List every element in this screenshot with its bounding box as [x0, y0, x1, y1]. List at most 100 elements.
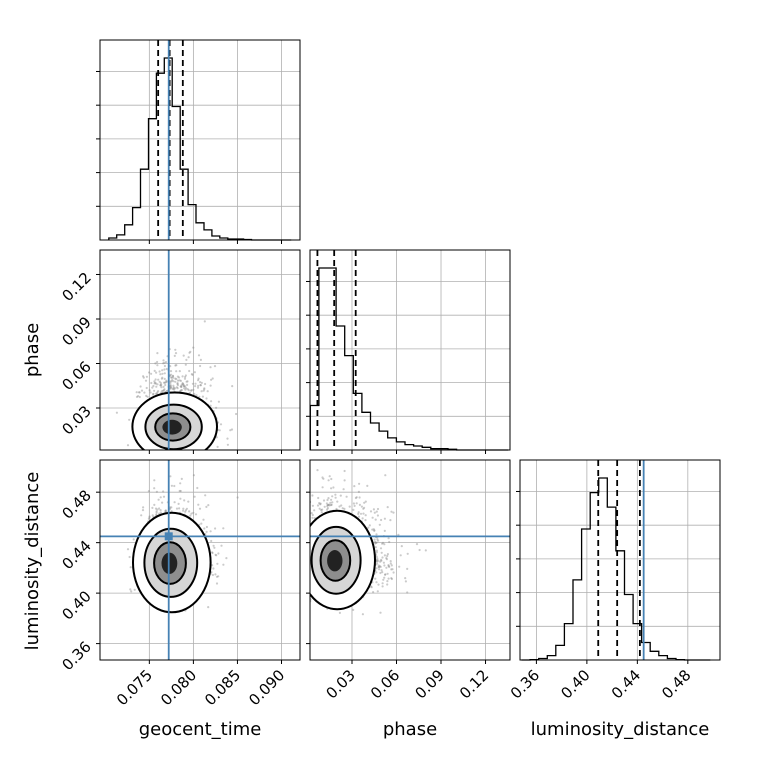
- scatter-point: [379, 571, 382, 575]
- scatter-point: [380, 558, 383, 562]
- scatter-point: [190, 512, 193, 515]
- scatter-point: [338, 505, 341, 508]
- histogram-step: [108, 57, 292, 241]
- scatter-point: [211, 551, 214, 555]
- scatter-point: [222, 563, 225, 566]
- scatter-point: [304, 560, 306, 562]
- scatter-point: [199, 384, 202, 387]
- scatter-point: [352, 502, 355, 505]
- scatter-point: [176, 451, 178, 453]
- scatter-point: [326, 505, 329, 508]
- scatter-point: [152, 393, 155, 396]
- scatter-point: [187, 450, 189, 452]
- scatter-point: [162, 389, 165, 392]
- scatter-point: [360, 505, 363, 508]
- scatter-point: [307, 569, 309, 571]
- scatter-point: [308, 571, 310, 573]
- scatter-point: [145, 394, 148, 397]
- scatter-point: [156, 364, 159, 367]
- scatter-point: [129, 588, 132, 591]
- scatter-point: [146, 395, 149, 398]
- scatter-point: [370, 586, 373, 589]
- scatter-point: [210, 539, 213, 543]
- scatter-point: [152, 392, 155, 395]
- scatter-point: [180, 477, 183, 480]
- scatter-point: [306, 551, 308, 553]
- scatter-point: [162, 385, 165, 388]
- scatter-point: [286, 525, 288, 527]
- scatter-point: [146, 450, 148, 452]
- scatter-point: [203, 527, 206, 530]
- scatter-point: [266, 582, 268, 584]
- scatter-point: [182, 383, 185, 386]
- scatter-point: [204, 382, 207, 386]
- scatter-point: [386, 554, 389, 558]
- y-tick-label-luminosity_distance: 0.36: [58, 638, 94, 674]
- scatter-point: [384, 573, 387, 576]
- scatter-point: [169, 380, 172, 383]
- scatter-point: [176, 382, 179, 386]
- scatter-point: [162, 451, 164, 453]
- x-tick-label-luminosity_distance: 0.48: [658, 666, 694, 702]
- scatter-point: [169, 506, 172, 509]
- scatter-point: [226, 437, 229, 440]
- scatter-point: [165, 450, 167, 452]
- scatter-point: [302, 554, 304, 556]
- scatter-point: [215, 582, 219, 585]
- scatter-point: [211, 573, 214, 577]
- scatter-point: [357, 512, 360, 516]
- scatter-point: [383, 543, 386, 546]
- scatter-point: [357, 515, 361, 518]
- scatter-point: [160, 386, 163, 389]
- scatter-point: [352, 508, 355, 511]
- x-tick-label-luminosity_distance: 0.40: [557, 666, 593, 702]
- scatter-point: [179, 497, 182, 500]
- scatter-point: [211, 551, 214, 554]
- scatter-point: [297, 490, 299, 492]
- scatter-point: [326, 498, 329, 502]
- scatter-point: [151, 386, 154, 389]
- scatter-point: [144, 379, 148, 382]
- scatter-point: [293, 573, 295, 575]
- scatter-point: [386, 580, 389, 583]
- scatter-point: [147, 490, 150, 493]
- scatter-point: [334, 493, 337, 496]
- scatter-point: [215, 406, 218, 409]
- scatter-point: [215, 575, 219, 578]
- scatter-point: [329, 501, 332, 504]
- scatter-point: [304, 545, 306, 547]
- scatter-point: [179, 385, 182, 388]
- scatter-point: [161, 501, 164, 504]
- scatter-point: [348, 505, 351, 508]
- scatter-point: [290, 575, 292, 577]
- scatter-point: [406, 567, 409, 571]
- scatter-point: [311, 504, 314, 507]
- x-tick-label-luminosity_distance: 0.44: [608, 666, 644, 702]
- scatter-point: [154, 378, 157, 381]
- scatter-point: [387, 537, 390, 540]
- scatter-point: [169, 384, 172, 387]
- scatter-point: [362, 512, 365, 515]
- scatter-point: [307, 558, 309, 560]
- scatter-point: [376, 514, 379, 517]
- scatter-point: [424, 549, 427, 552]
- scatter-point: [284, 531, 286, 533]
- scatter-point: [185, 358, 188, 361]
- scatter-point: [305, 558, 307, 560]
- scatter-point: [210, 400, 213, 403]
- scatter-point: [165, 390, 168, 393]
- scatter-point: [306, 565, 308, 567]
- scatter-point: [383, 554, 386, 557]
- scatter-point: [375, 562, 379, 565]
- scatter-point: [191, 373, 194, 376]
- scatter-point: [167, 451, 169, 453]
- scatter-point: [135, 391, 138, 394]
- scatter-point: [203, 387, 206, 390]
- scatter-point: [307, 537, 309, 539]
- scatter-point: [189, 451, 191, 453]
- scatter-point: [154, 381, 157, 384]
- scatter-point: [290, 567, 292, 569]
- x-tick-label-geocent_time: 0.090: [245, 666, 288, 709]
- scatter-point: [375, 541, 378, 544]
- scatter-point: [379, 611, 382, 614]
